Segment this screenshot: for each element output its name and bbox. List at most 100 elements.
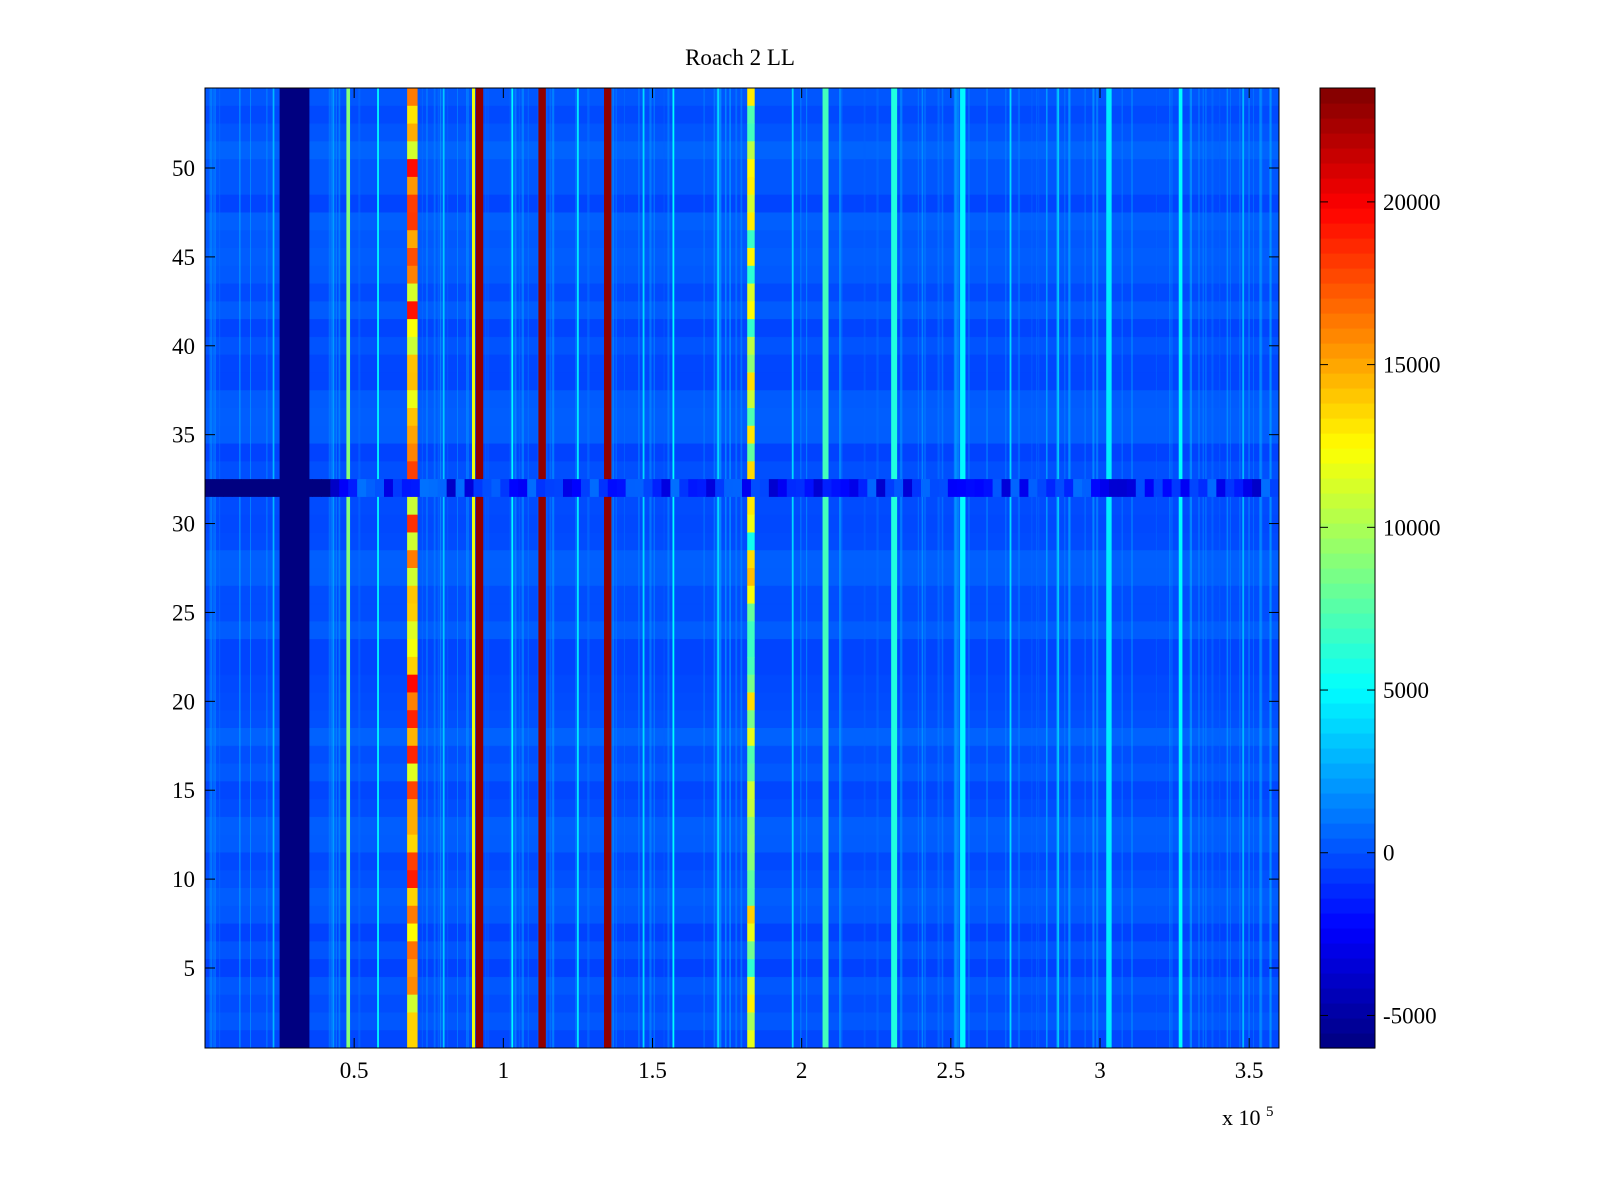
heatmap-low-row-cell (437, 479, 448, 497)
colorbar-band (1320, 433, 1375, 449)
colorbar-band (1320, 823, 1375, 839)
heatmap-texture-column (1226, 88, 1229, 1048)
heatmap-column-cell (407, 994, 418, 1013)
colorbar-band (1320, 733, 1375, 749)
heatmap-texture-column (1171, 88, 1173, 1048)
x-tick-label: 1.5 (638, 1058, 667, 1083)
heatmap-texture-column (1229, 88, 1231, 1048)
heatmap-low-row-cell (1010, 479, 1021, 497)
heatmap-column-cell (407, 354, 418, 373)
heatmap-low-row-cell (213, 479, 224, 497)
heatmap-texture-column (1189, 88, 1193, 1048)
heatmap-column-cell (747, 550, 755, 569)
heatmap-low-row-cell (652, 479, 663, 497)
heatmap-column-cell (407, 159, 418, 178)
heatmap-column-cell (407, 461, 418, 480)
colorbar-band (1320, 103, 1375, 119)
colorbar-band (1320, 868, 1375, 884)
heatmap-texture-column (575, 88, 577, 1048)
y-tick-label: 20 (172, 689, 195, 714)
colorbar-band (1320, 583, 1375, 599)
heatmap-low-row-cell (670, 479, 680, 497)
heatmap-column-cell (407, 852, 418, 871)
colorbar-band (1320, 883, 1375, 899)
heatmap-low-row-cell (912, 479, 922, 497)
heatmap-column-cell (747, 781, 755, 800)
colorbar-band (1320, 298, 1375, 314)
x-tick-label: 3.5 (1235, 1058, 1264, 1083)
colorbar-band (1320, 1033, 1375, 1049)
heatmap-low-row-cell (616, 479, 627, 497)
heatmap-column-cell (407, 959, 418, 978)
heatmap-low-row-cell (1216, 479, 1226, 497)
heatmap-column-cell (407, 123, 418, 142)
heatmap-low-row-cell (894, 479, 904, 497)
heatmap-column-cell (747, 532, 755, 551)
colorbar-band (1320, 178, 1375, 194)
heatmap-texture-column (615, 88, 617, 1048)
y-tick-label: 30 (172, 512, 195, 537)
colorbar-band (1320, 628, 1375, 644)
heatmap-column-cell (747, 834, 755, 853)
heatmap-column-cell (747, 1012, 755, 1031)
heatmap-texture-column (509, 88, 512, 1048)
heatmap-column-cell (407, 88, 418, 107)
y-axis: 5 10 15 20 25 30 35 40 45 50 (172, 156, 1279, 981)
heatmap-column-cell (747, 852, 755, 871)
heatmap-column (672, 88, 675, 1048)
heatmap-low-row-cell (742, 479, 752, 497)
heatmap-column-cell (747, 923, 755, 942)
heatmap-low-row-cell (1100, 479, 1110, 497)
heatmap-column-cell (747, 372, 755, 391)
heatmap-texture-column (358, 88, 361, 1048)
heatmap-low-row-cell (303, 479, 313, 497)
colorbar-tick-label: 10000 (1383, 515, 1441, 540)
heatmap-texture-column (839, 88, 841, 1048)
colorbar-band (1320, 343, 1375, 359)
colorbar-band (1320, 448, 1375, 464)
heatmap-low-row-cell (473, 479, 484, 497)
heatmap-low-row-cell (339, 479, 349, 497)
heatmap-column-cell (407, 1012, 418, 1031)
x-tick-label: 1 (498, 1058, 510, 1083)
heatmap-cells (205, 88, 1279, 1048)
colorbar-band (1320, 238, 1375, 254)
x-tick-label: 2.5 (936, 1058, 965, 1083)
chart-title: Roach 2 LL (685, 45, 795, 70)
heatmap-column-cell (407, 603, 418, 622)
heatmap-column-cell (747, 336, 755, 356)
heatmap-column-cell (407, 674, 418, 693)
heatmap-low-row-cell (795, 479, 806, 497)
heatmap-low-row-cell (285, 479, 296, 497)
heatmap-column-cell (747, 88, 755, 107)
heatmap-low-row-cell (1270, 479, 1279, 497)
heatmap-texture-column (953, 88, 956, 1048)
heatmap-low-row-cell (518, 479, 528, 497)
heatmap-texture-column (667, 88, 670, 1048)
heatmap-low-row-cell (1180, 479, 1191, 497)
heatmap-texture-column (1096, 88, 1099, 1048)
heatmap-low-row-cell (1001, 479, 1012, 497)
heatmap-column (346, 88, 350, 1048)
heatmap-texture-column (1069, 88, 1071, 1048)
colorbar-band (1320, 913, 1375, 929)
heatmap-texture-column (1036, 88, 1038, 1048)
heatmap-low-row-cell (956, 479, 967, 497)
heatmap-low-row-cell (983, 479, 994, 497)
heatmap-low-row-cell (1073, 479, 1083, 497)
heatmap-low-row-cell (947, 479, 958, 497)
heatmap-texture-column (518, 88, 521, 1048)
heatmap-texture-column (923, 88, 927, 1048)
colorbar-band (1320, 388, 1375, 404)
heatmap-texture-column (901, 88, 903, 1048)
heatmap-column (1178, 88, 1183, 1048)
colorbar: -5000 0 5000 10000 15000 20000 (1319, 87, 1441, 1049)
heatmap-column-cell (407, 976, 418, 996)
heatmap-texture-column (713, 88, 716, 1048)
heatmap-low-row-cell (1055, 479, 1065, 497)
heatmap-texture-column (957, 88, 959, 1048)
heatmap-low-row-cell (1082, 479, 1092, 497)
colorbar-band (1320, 328, 1375, 344)
heatmap-low-row-cell (1162, 479, 1173, 497)
heatmap-column-cell (747, 728, 755, 747)
